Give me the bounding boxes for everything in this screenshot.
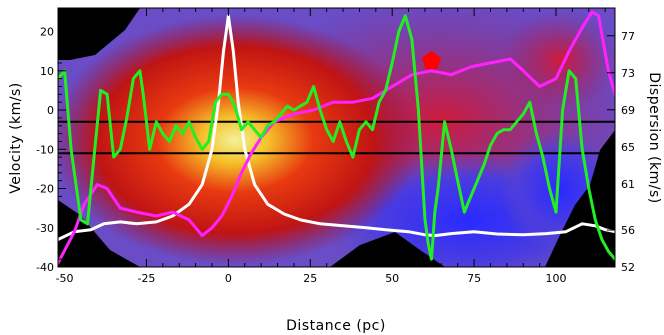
x-axis: -50 -25 0 25 50 75 100 <box>56 8 606 285</box>
y-axis-right: 52 56 61 65 69 73 77 <box>607 30 635 274</box>
x-axis-title: Distance (pc) <box>286 318 386 334</box>
x-tick-label: 50 <box>385 272 399 285</box>
reference-lines <box>58 120 615 155</box>
y-axis-left-title: Velocity (km/s) <box>8 82 24 194</box>
y-right-tick-label: 65 <box>621 141 635 154</box>
y-right-tick-label: 61 <box>621 178 635 191</box>
y-axis-right-title: Dispersion (km/s) <box>646 72 662 203</box>
series-layer <box>58 10 615 265</box>
series-line-magenta <box>58 10 615 265</box>
plot-frame <box>57 7 616 268</box>
series-line-white <box>58 14 615 241</box>
series-line-green <box>58 14 615 261</box>
y-axis-left: -40 -30 -20 -10 0 10 20 <box>36 7 66 274</box>
y-left-tick-label: 0 <box>47 104 54 117</box>
y-right-tick-label: 77 <box>621 30 635 43</box>
y-left-tick-label: 20 <box>40 26 54 39</box>
y-left-tick-label: -20 <box>36 183 54 196</box>
y-right-tick-label: 56 <box>621 224 635 237</box>
background-map <box>58 8 615 267</box>
pentagon-marker <box>422 51 441 70</box>
y-left-tick-label: -30 <box>36 222 54 235</box>
x-tick-label: 0 <box>225 272 232 285</box>
x-tick-label: 100 <box>546 272 567 285</box>
x-tick-label: -50 <box>56 272 74 285</box>
y-left-tick-label: 10 <box>40 65 54 78</box>
y-left-tick-label: -10 <box>36 143 54 156</box>
y-right-tick-label: 52 <box>621 261 635 274</box>
y-right-tick-label: 73 <box>621 67 635 80</box>
y-left-tick-label: -40 <box>36 261 54 274</box>
x-tick-label: 75 <box>467 272 481 285</box>
x-tick-label: 25 <box>303 272 317 285</box>
y-right-tick-label: 69 <box>621 104 635 117</box>
marker-layer <box>422 51 441 70</box>
x-tick-label: -25 <box>137 272 155 285</box>
